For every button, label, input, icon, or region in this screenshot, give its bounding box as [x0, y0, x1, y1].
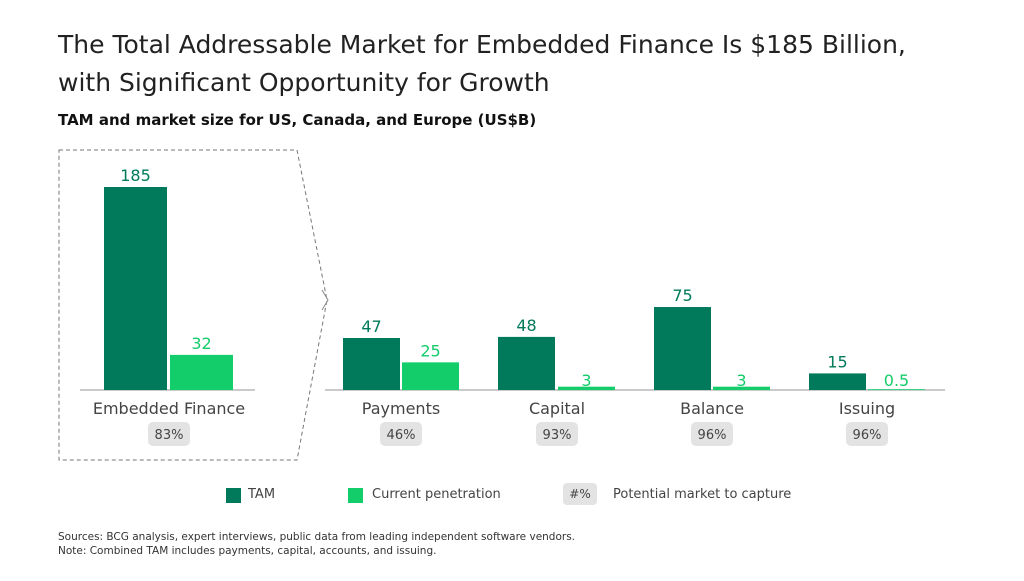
legend-swatch-current — [348, 488, 363, 503]
potential-pill-payments — [380, 422, 422, 446]
legend-swatch-tam — [226, 488, 241, 503]
potential-pill-capital — [536, 422, 578, 446]
potential-label-payments: 46% — [387, 428, 416, 443]
bar-current-balance — [713, 386, 770, 390]
potential-label-capital: 93% — [543, 428, 572, 443]
category-label-balance: Balance — [680, 399, 744, 418]
bar-tam-embedded-finance — [104, 187, 167, 390]
category-label-embedded-finance: Embedded Finance — [93, 399, 245, 418]
value-label-tam-capital: 48 — [516, 316, 536, 335]
note-line: Note: Combined TAM includes payments, ca… — [58, 545, 437, 557]
value-label-tam-payments: 47 — [361, 317, 381, 336]
bar-current-embedded-finance — [170, 354, 233, 390]
callout-outline — [58, 149, 328, 461]
potential-label-embedded-finance: 83% — [155, 428, 184, 443]
bar-current-payments — [402, 362, 459, 390]
bar-tam-issuing — [809, 373, 866, 390]
bar-current-issuing — [868, 389, 925, 390]
bar-tam-balance — [654, 307, 711, 390]
category-label-issuing: Issuing — [839, 399, 895, 418]
sources-line: Sources: BCG analysis, expert interviews… — [58, 531, 576, 543]
bar-tam-payments — [343, 338, 400, 390]
bar-tam-capital — [498, 336, 555, 390]
chart-title-line-2: with Significant Opportunity for Growth — [58, 68, 550, 97]
value-label-tam-embedded-finance: 185 — [120, 166, 151, 185]
potential-pill-balance — [691, 422, 733, 446]
value-label-current-balance: 3 — [736, 371, 746, 390]
value-label-tam-issuing: 15 — [827, 352, 847, 371]
chart-title: The Total Addressable Market for Embedde… — [58, 26, 998, 102]
chevron-icon — [321, 289, 329, 311]
legend-pill: #% — [563, 483, 597, 505]
potential-pill-embedded-finance — [148, 422, 190, 446]
category-label-capital: Capital — [529, 399, 585, 418]
legend-label-potential: Potential market to capture — [613, 487, 792, 502]
legend-label-tam: TAM — [248, 487, 276, 502]
legend: TAM Current penetration #% Potential mar… — [0, 483, 1024, 506]
potential-pill-issuing — [846, 422, 888, 446]
potential-label-balance: 96% — [698, 428, 727, 443]
value-label-current-issuing: 0.5 — [884, 371, 909, 390]
chart-title-line-1: The Total Addressable Market for Embedde… — [58, 30, 906, 59]
sources-note: Sources: BCG analysis, expert interviews… — [58, 530, 575, 558]
value-label-current-capital: 3 — [581, 371, 591, 390]
potential-label-issuing: 96% — [853, 428, 882, 443]
chart-subtitle: TAM and market size for US, Canada, and … — [58, 111, 537, 129]
value-label-current-payments: 25 — [420, 341, 440, 360]
value-label-tam-balance: 75 — [672, 286, 692, 305]
legend-label-current: Current penetration — [372, 487, 501, 502]
category-label-payments: Payments — [362, 399, 440, 418]
bar-current-capital — [558, 386, 615, 390]
value-label-current-embedded-finance: 32 — [191, 334, 211, 353]
